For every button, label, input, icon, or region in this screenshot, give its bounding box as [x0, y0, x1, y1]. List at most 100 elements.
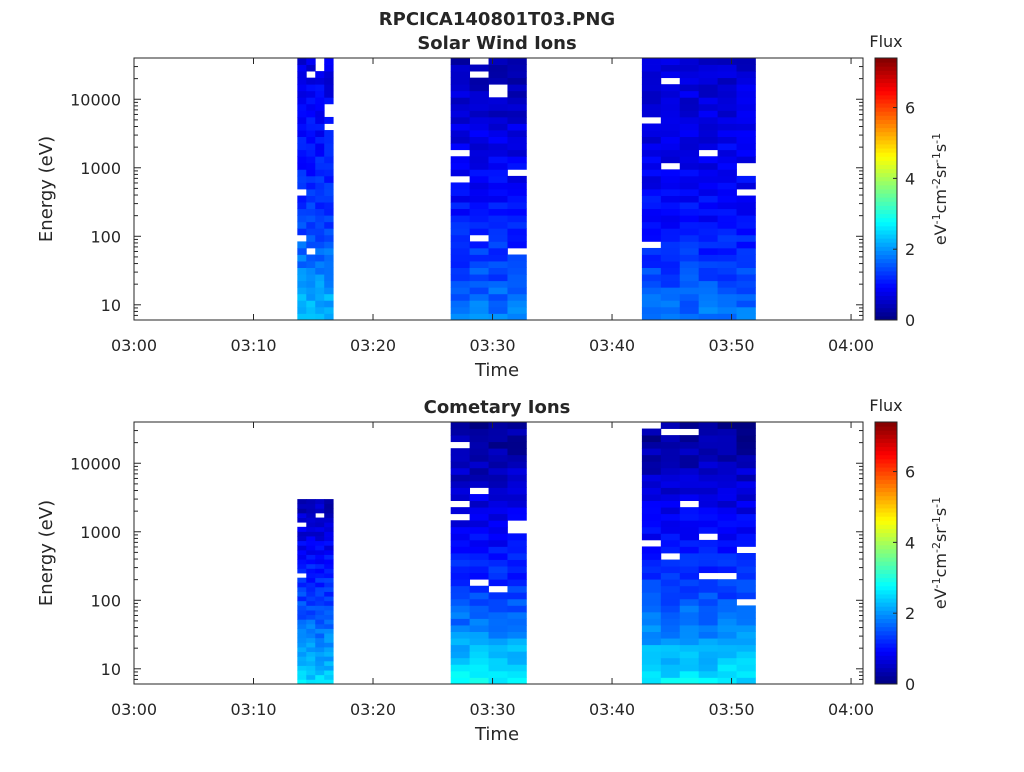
heatmap-cell [315, 517, 325, 523]
heatmap-cell [736, 494, 756, 501]
heatmap-cell [488, 274, 508, 282]
heatmap-cell [641, 202, 662, 210]
heatmap-cell [717, 500, 737, 508]
heatmap-cell [736, 651, 756, 659]
heatmap-cell [736, 467, 756, 475]
heatmap-cell [315, 531, 325, 537]
heatmap-cell [488, 208, 508, 216]
heatmap-cell [306, 536, 316, 542]
colorbar-swatch [875, 238, 897, 243]
heatmap-cell [641, 500, 662, 508]
heatmap-cell [315, 568, 325, 574]
heatmap-cell [736, 103, 756, 111]
heatmap-cell [641, 162, 662, 170]
heatmap-cell [736, 664, 756, 672]
heatmap-cell [450, 520, 471, 528]
heatmap-cell [660, 533, 681, 541]
heatmap-cell [488, 441, 508, 449]
heatmap-cell [507, 539, 527, 547]
heatmap-cell [736, 500, 756, 508]
heatmap-cell [315, 234, 325, 242]
colorbar-swatch [875, 123, 897, 129]
heatmap-cell [315, 228, 325, 236]
heatmap-cell [469, 651, 489, 659]
heatmap-cell [450, 208, 471, 216]
x-axis-label: Time [474, 360, 519, 381]
heatmap-cell [450, 195, 471, 203]
heatmap-cell [660, 149, 681, 157]
heatmap-cell [306, 103, 316, 111]
heatmap-cell [507, 454, 527, 462]
heatmap-cell [488, 435, 508, 443]
heatmap-cell [469, 64, 489, 72]
heatmap-cell [469, 428, 489, 436]
heatmap-cell [315, 300, 325, 308]
heatmap-cell [488, 58, 508, 65]
heatmap-cell [324, 536, 334, 542]
heatmap-cell [698, 215, 718, 223]
heatmap-cell [324, 531, 334, 537]
heatmap-cell [488, 97, 508, 105]
heatmap-cell [315, 596, 325, 602]
heatmap-cell [660, 435, 681, 443]
heatmap-cell [660, 559, 681, 567]
heatmap-cell [324, 293, 334, 301]
heatmap-cell [736, 306, 756, 314]
heatmap-cell [488, 526, 508, 534]
heatmap-cell [679, 97, 700, 105]
heatmap-cell [306, 554, 316, 560]
heatmap-cell [507, 461, 527, 469]
heatmap-cell [660, 293, 681, 301]
heatmap-cell [297, 508, 307, 514]
heatmap-cell [324, 215, 334, 223]
heatmap-cell [488, 136, 508, 144]
heatmap-cell [469, 156, 489, 164]
heatmap-cell [679, 422, 700, 429]
heatmap-cell [507, 467, 527, 475]
heatmap-cell [717, 274, 737, 282]
heatmap-cell [488, 189, 508, 196]
heatmap-cell [660, 169, 681, 177]
heatmap-cell [324, 90, 334, 98]
colorbar-swatch [875, 618, 897, 624]
heatmap-cell [324, 143, 334, 151]
heatmap-cell [315, 559, 325, 565]
heatmap-cell [698, 110, 718, 118]
heatmap-cell [507, 234, 527, 242]
heatmap-cell [297, 674, 307, 680]
heatmap-cell [488, 644, 508, 652]
heatmap-cell [315, 499, 325, 505]
heatmap-cell [469, 228, 489, 236]
colorbar-swatch [875, 524, 897, 529]
heatmap-cell [297, 559, 307, 565]
heatmap-cell [488, 156, 508, 164]
heatmap-cell [660, 670, 681, 678]
heatmap-cell [736, 480, 756, 488]
heatmap-cell [324, 614, 334, 620]
heatmap-cell [297, 582, 307, 588]
heatmap-cell [641, 195, 662, 203]
heatmap-cell [469, 422, 489, 429]
heatmap-cell [698, 644, 718, 652]
heatmap-cell [736, 553, 756, 560]
heatmap-cell [717, 97, 737, 105]
colorbar-swatch [875, 279, 897, 284]
heatmap-cell [488, 664, 508, 672]
heatmap-cell [679, 546, 700, 554]
heatmap-cell [507, 71, 527, 79]
heatmap-cell [660, 228, 681, 236]
heatmap-cell [450, 467, 471, 475]
heatmap-cell [660, 221, 681, 229]
heatmap-cell [450, 84, 471, 92]
heatmap-cell [736, 300, 756, 308]
heatmap-cell [315, 287, 325, 295]
heatmap-cell [507, 267, 527, 275]
heatmap-cell [297, 651, 307, 657]
heatmap-cell [698, 300, 718, 308]
heatmap-cell [736, 566, 756, 574]
heatmap-cell [306, 679, 316, 685]
heatmap-cell [488, 123, 508, 131]
heatmap-cell [297, 586, 307, 592]
heatmap-cell [469, 474, 489, 482]
heatmap-cell [660, 592, 681, 600]
